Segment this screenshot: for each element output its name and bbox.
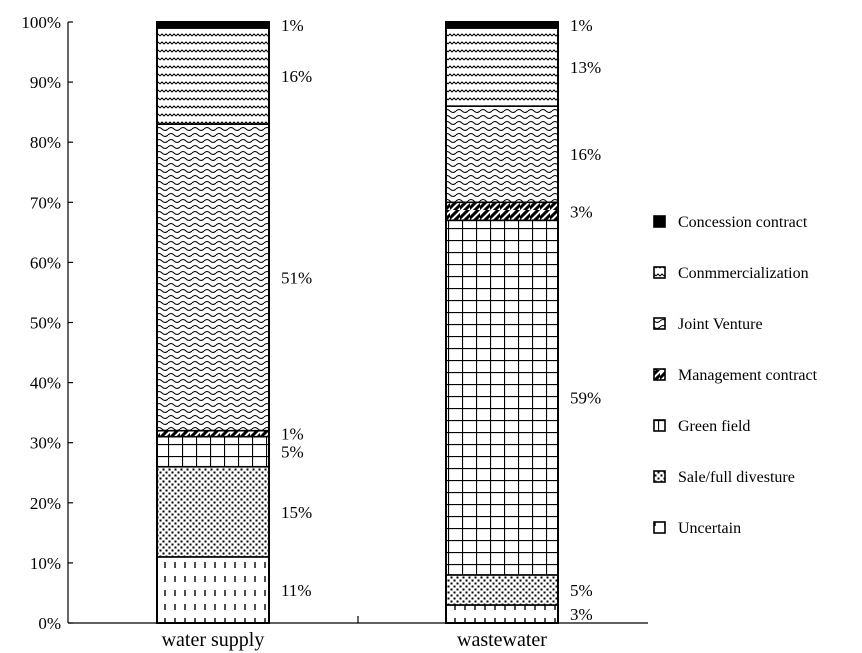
legend-swatch — [653, 521, 666, 534]
legend-swatch — [653, 419, 666, 432]
legend-label: Joint Venture — [678, 316, 763, 333]
category-label: water supply — [162, 629, 265, 651]
y-tick-label: 90% — [30, 73, 61, 92]
segment-data-label: 59% — [570, 389, 601, 408]
segment-labels: 11%15%5%1%51%16%1%3%5%59%3%16%13%1% — [281, 16, 601, 624]
segment-data-label: 5% — [570, 581, 593, 600]
legend-label: Concession contract — [678, 214, 808, 231]
y-tick-label: 80% — [30, 133, 61, 152]
legend-label: Green field — [678, 418, 750, 435]
segment-data-label: 1% — [570, 16, 593, 35]
legend-swatch — [653, 266, 666, 279]
y-axis-ticks: 0% 10% 20% 30% 40% 50% 60% 70% 80% 90% 100% — [21, 13, 73, 633]
bar-segment — [445, 219, 559, 576]
category-label: wastewater — [457, 629, 547, 651]
segment-data-label: 16% — [570, 145, 601, 164]
legend-label: Uncertain — [678, 520, 741, 537]
bars-group — [156, 21, 559, 624]
y-tick-label: 20% — [30, 494, 61, 513]
legend-swatch — [653, 368, 666, 381]
segment-data-label: 15% — [281, 503, 312, 522]
y-tick-label: 40% — [30, 374, 61, 393]
bar-segment — [156, 27, 270, 125]
legend-label: Management contract — [678, 367, 818, 384]
y-tick-label: 100% — [21, 13, 61, 32]
y-tick-label: 50% — [30, 314, 61, 333]
bar-segment — [445, 201, 559, 222]
bar-segment — [156, 429, 270, 438]
segment-data-label: 5% — [281, 443, 304, 462]
legend-label: Sale/full divesture — [678, 469, 795, 486]
category-labels: water supply wastewater — [162, 629, 548, 651]
y-tick-label: 60% — [30, 253, 61, 272]
segment-data-label: 11% — [281, 581, 312, 600]
segment-data-label: 3% — [570, 605, 593, 624]
bar-segment — [445, 27, 559, 107]
segment-data-label: 1% — [281, 16, 304, 35]
y-tick-label: 70% — [30, 193, 61, 212]
bar-outline — [445, 21, 559, 624]
segment-data-label: 13% — [570, 58, 601, 77]
bar-segment — [156, 435, 270, 468]
y-tick-label: 0% — [38, 614, 61, 633]
legend-swatch — [653, 317, 666, 330]
y-tick-label: 30% — [30, 434, 61, 453]
bar-segment — [445, 574, 559, 606]
y-tick-label: 10% — [30, 554, 61, 573]
bar-segment — [156, 123, 270, 432]
bar-segment — [156, 465, 270, 558]
bar-segment — [445, 105, 559, 204]
legend-swatch — [653, 470, 666, 483]
segment-data-label: 16% — [281, 67, 312, 86]
bar-segment — [445, 604, 559, 624]
segment-data-label: 51% — [281, 268, 312, 287]
segment-data-label: 3% — [570, 202, 593, 221]
legend-label: Conmmercialization — [678, 265, 809, 282]
bar-segment — [156, 556, 270, 624]
segment-data-label: 1% — [281, 425, 304, 444]
bar-outline — [156, 21, 270, 624]
legend-swatch — [653, 215, 666, 228]
legend: Concession contract Conmmercialization Joi… — [653, 214, 818, 537]
